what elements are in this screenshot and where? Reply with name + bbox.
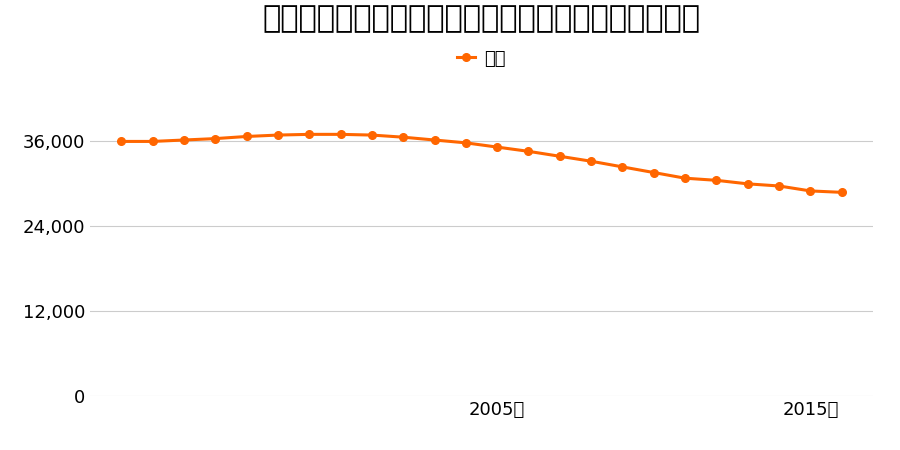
価格 [178,137,189,143]
価格 [554,153,565,159]
価格 [711,178,722,183]
価格 [335,132,346,137]
価格 [304,132,315,137]
価格 [805,188,815,194]
Title: 大分県杵築市大字杵築字上町３２７番１外の地価推移: 大分県杵築市大字杵築字上町３２７番１外の地価推移 [263,4,700,33]
価格 [366,132,377,138]
価格 [491,144,502,150]
Line: 価格: 価格 [118,130,845,196]
価格 [429,137,440,143]
価格 [210,136,220,141]
価格 [836,189,847,195]
価格 [680,176,690,181]
価格 [148,139,158,144]
Legend: 価格: 価格 [450,43,513,76]
価格 [273,132,284,138]
価格 [774,183,785,189]
価格 [648,170,659,175]
価格 [742,181,753,187]
価格 [241,134,252,139]
価格 [461,140,472,145]
価格 [398,135,409,140]
価格 [586,158,597,164]
価格 [617,164,628,170]
価格 [523,148,534,154]
価格 [116,139,127,144]
